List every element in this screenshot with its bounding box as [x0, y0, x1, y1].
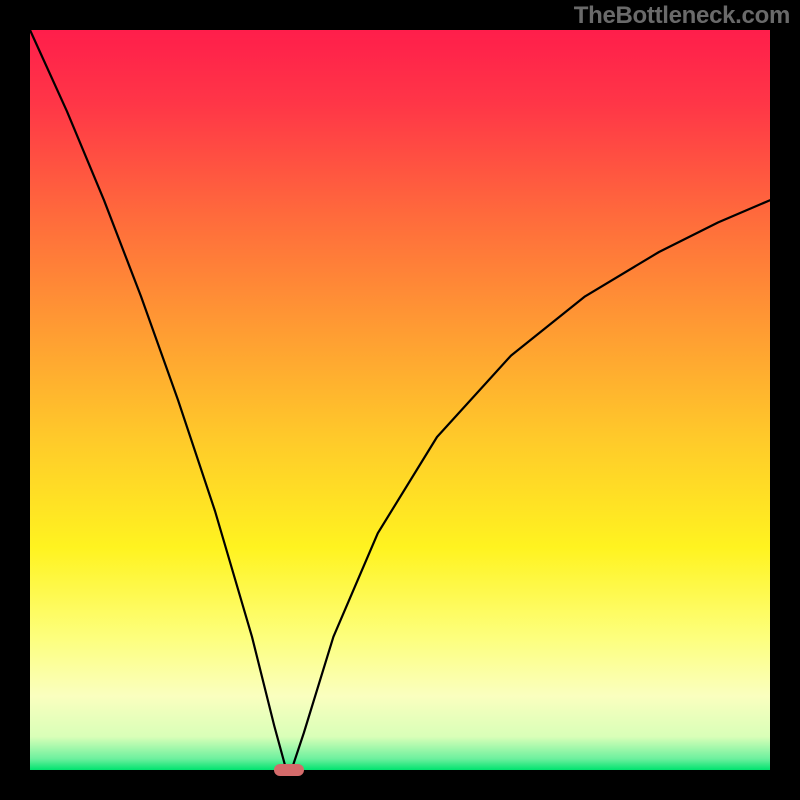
watermark-text: TheBottleneck.com: [574, 2, 790, 30]
gradient-background: [30, 30, 770, 770]
chart-frame: TheBottleneck.com: [0, 0, 800, 800]
bottleneck-plot: [0, 0, 800, 800]
optimal-marker: [274, 764, 304, 776]
